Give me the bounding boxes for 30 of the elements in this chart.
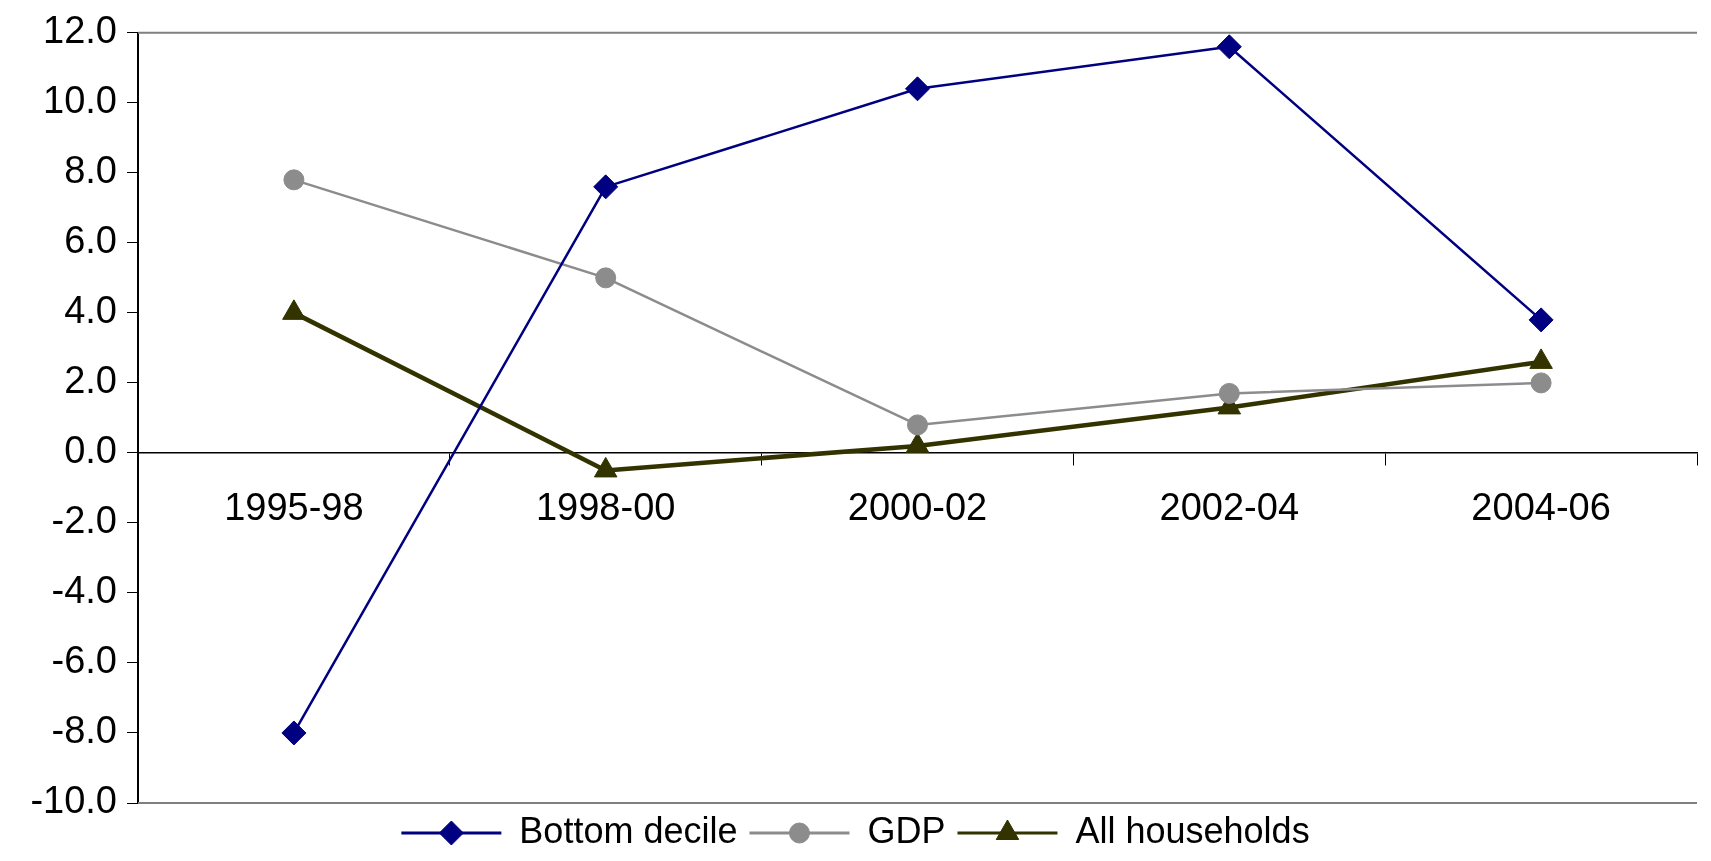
point xyxy=(281,720,307,746)
y-tick-label: -6.0 xyxy=(51,639,117,682)
legend-label: GDP xyxy=(867,809,946,851)
point xyxy=(595,267,617,289)
point xyxy=(1530,372,1552,394)
point xyxy=(1528,307,1554,333)
y-tick-label: 6.0 xyxy=(64,219,117,262)
point xyxy=(907,414,928,436)
point xyxy=(283,169,305,191)
point xyxy=(905,76,930,102)
point xyxy=(1216,34,1242,60)
y-tick-label: -10.0 xyxy=(30,779,117,822)
y-tick-label: 0.0 xyxy=(64,429,117,472)
y-tick-label: 4.0 xyxy=(64,289,117,332)
y-tick-label: 12.0 xyxy=(43,9,117,52)
legend-label: Bottom decile xyxy=(519,809,738,851)
x-tick-label: 2004-06 xyxy=(1471,486,1611,529)
y-tick-label: -2.0 xyxy=(51,499,117,542)
y-tick-label: 10.0 xyxy=(43,79,117,122)
x-tick-label: 2000-02 xyxy=(847,486,988,529)
y-tick-label: 2.0 xyxy=(64,359,117,402)
y-tick-label: 8.0 xyxy=(64,149,117,192)
x-tick-label: 2002-04 xyxy=(1159,486,1300,529)
x-tick-label: 1998-00 xyxy=(535,486,676,529)
y-tick-label: -4.0 xyxy=(51,569,117,612)
point xyxy=(593,174,619,200)
y-tick-label: -8.0 xyxy=(51,709,117,752)
x-tick-label: 1995-98 xyxy=(224,486,364,529)
point xyxy=(1218,382,1240,404)
legend-label: All households xyxy=(1075,809,1310,851)
